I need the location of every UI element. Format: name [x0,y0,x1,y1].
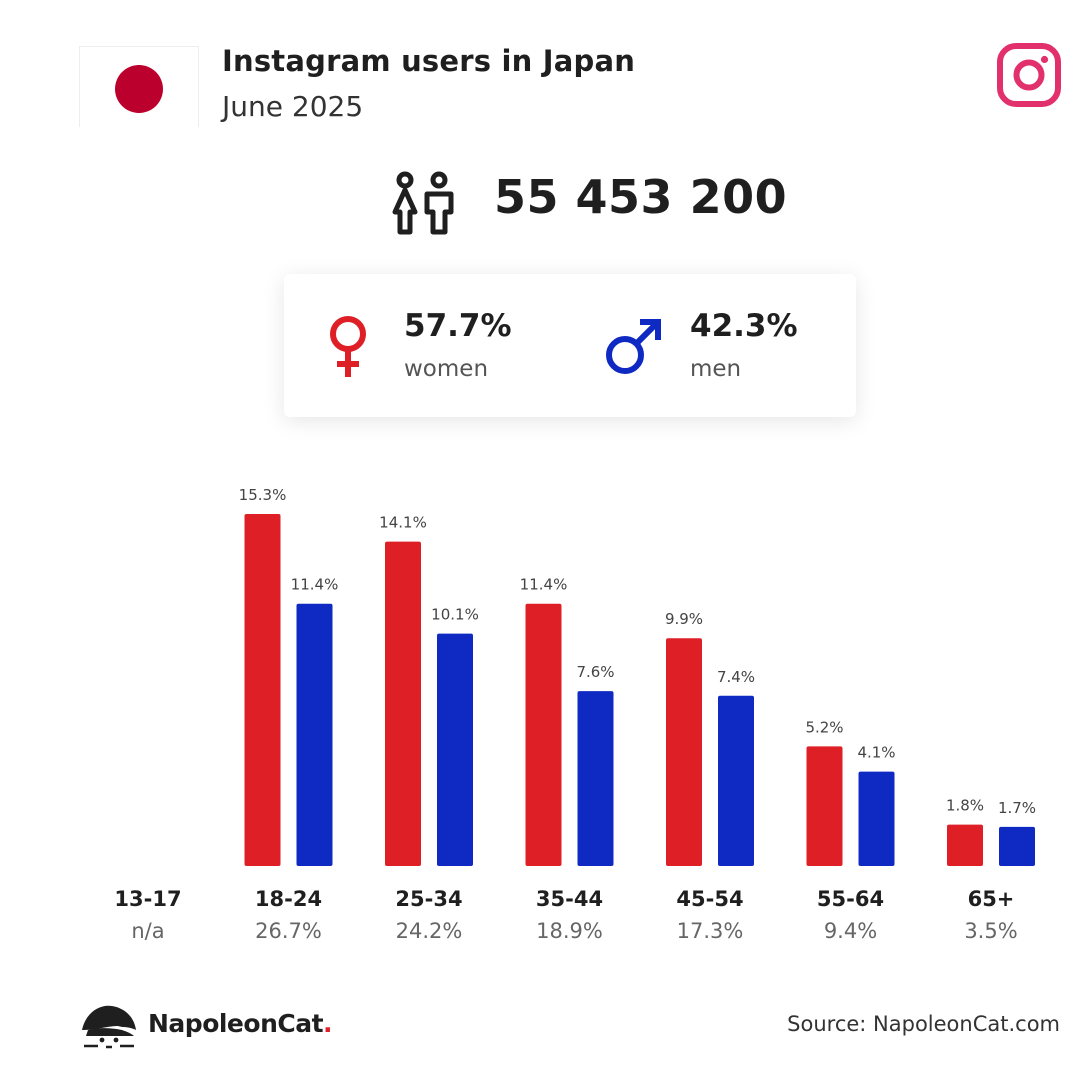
bar-women-18-24 [244,514,281,866]
female-icon [330,316,366,377]
bar-women-35-44 [525,603,562,866]
category-total-25-34: 24.2% [396,919,463,943]
bar-men-55-64 [858,771,895,866]
page-subtitle: June 2025 [222,90,364,123]
category-total-45-54: 17.3% [677,919,744,943]
bar-women-45-54 [666,638,702,866]
category-total-65+: 3.5% [964,919,1017,943]
flag-disc [115,65,163,113]
data-label-men-65+: 1.7% [998,799,1036,817]
women-percentage: 57.7% [404,308,512,344]
data-label-women-65+: 1.8% [946,797,984,815]
category-label-65+: 65+ [968,887,1015,911]
category-label-35-44: 35-44 [536,887,603,911]
data-label-women-35-44: 11.4% [520,576,568,594]
bar-men-25-34 [437,633,473,866]
napoleoncat-logo-icon [82,1005,136,1049]
page-title: Instagram users in Japan [222,44,636,78]
data-label-men-55-64: 4.1% [857,744,895,762]
male-icon [606,319,661,374]
category-label-45-54: 45-54 [676,887,743,911]
source-text: Source: NapoleonCat.com [787,1012,1060,1036]
bar-men-45-54 [718,695,754,866]
data-label-women-25-34: 14.1% [379,514,427,532]
data-label-women-18-24: 15.3% [239,486,287,504]
bar-women-25-34 [385,541,421,866]
bar-women-55-64 [806,746,843,866]
brand-name: NapoleonCat. [148,1009,333,1038]
japan-flag-icon [79,46,199,127]
data-label-men-18-24: 11.4% [291,576,339,594]
data-label-women-55-64: 5.2% [805,718,843,736]
people-icon [392,171,454,235]
instagram-icon [997,43,1061,107]
category-total-13-17: n/a [131,919,164,943]
total-users: 55 453 200 [494,170,788,224]
category-label-25-34: 25-34 [395,887,462,911]
category-label-55-64: 55-64 [817,887,884,911]
men-percentage: 42.3% [690,308,798,344]
category-total-55-64: 9.4% [824,919,877,943]
brand-dot: . [323,1009,333,1038]
category-total-35-44: 18.9% [536,919,603,943]
brand-name-text: NapoleonCat [148,1009,324,1038]
women-label: women [404,356,489,382]
data-label-women-45-54: 9.9% [665,610,703,628]
bar-men-18-24 [296,603,333,866]
data-label-men-45-54: 7.4% [717,668,755,686]
bar-women-65+ [947,824,983,866]
age-gender-bar-chart: 13-17 n/a 15.3% 11.4% 18-24 26.7% 14.1% 10.1% 25… [114,486,1036,943]
bar-men-65+ [999,826,1035,866]
data-label-men-25-34: 10.1% [431,606,479,624]
gender-split-card: 57.7% women 42.3% men [284,274,856,417]
men-label: men [690,356,742,382]
category-label-18-24: 18-24 [255,887,322,911]
data-label-men-35-44: 7.6% [576,663,614,681]
bar-men-35-44 [577,691,614,866]
category-label-13-17: 13-17 [114,887,181,911]
category-total-18-24: 26.7% [255,919,322,943]
